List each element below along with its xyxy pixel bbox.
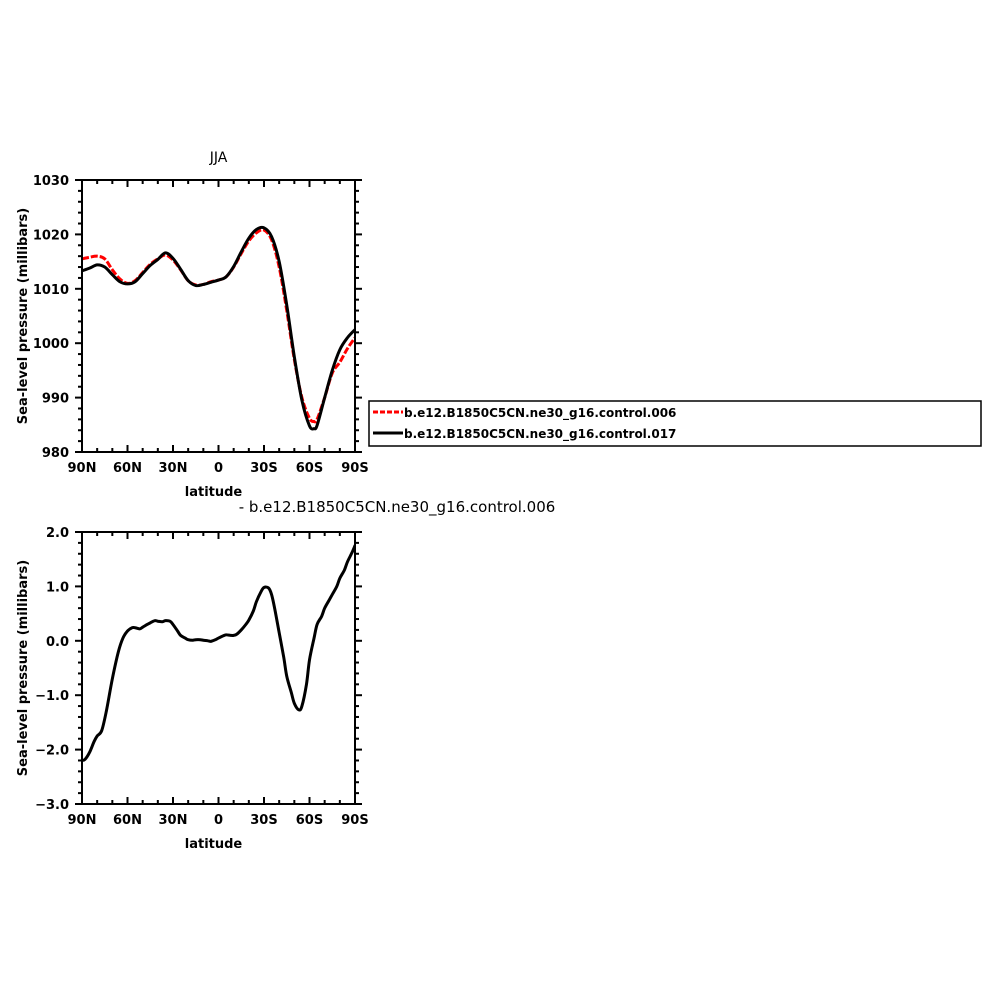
y-tick-label: 1010 [33,283,69,298]
x-tick-label: 0 [214,813,223,828]
x-tick-label: 30N [159,461,188,476]
x-axis-title: latitude [185,485,243,500]
x-tick-label: 90S [341,813,368,828]
series-line-1 [82,544,355,762]
y-tick-label: 980 [42,446,69,461]
y-tick-label: 990 [42,392,69,407]
y-tick-label: −3.0 [35,798,69,813]
x-tick-label: 60S [296,461,323,476]
legend-label-1: b.e12.B1850C5CN.ne30_g16.control.006 [404,406,676,421]
x-tick-label: 90N [68,813,97,828]
series-group [82,225,355,431]
legend: b.e12.B1850C5CN.ne30_g16.control.006 b.e1… [368,400,982,447]
chart-panel-1: 90N 60N 30N 0 30S 60S 90S 980 990 1000 1010 1020 103… [16,150,369,500]
x-tick-label: 60N [113,461,142,476]
y-axis-title: Sea-level pressure (millibars) [16,560,31,776]
x-tick-label: 0 [214,461,223,476]
y-tick-label: −2.0 [35,744,69,759]
y-axis-title: Sea-level pressure (millibars) [16,208,31,424]
legend-label-2: b.e12.B1850C5CN.ne30_g16.control.017 [404,427,676,442]
y-tick-label: 1.0 [46,580,69,595]
panel-title: JJA [209,150,228,166]
x-tick-label: 60S [296,813,323,828]
x-tick-label: 30S [250,461,277,476]
legend-box [368,400,982,447]
x-tick-label: 60N [113,813,142,828]
y-tick-label: 1030 [33,174,69,189]
y-tick-label: 1020 [33,228,69,243]
y-tick-label: 1000 [33,337,69,352]
plot-frame [81,531,356,805]
series-line-1 [82,228,355,424]
difference-title: - b.e12.B1850C5CN.ne30_g16.control.006 [239,498,556,517]
x-tick-label: 90S [341,461,368,476]
chart-panel-2: 90N 60N 30N 0 30S 60S 90S −3.0 −2.0 −1.0 0.0 1.0 2.0… [16,498,555,852]
series-group [82,544,355,762]
plot-frame [81,179,356,453]
x-tick-label: 90N [68,461,97,476]
y-tick-label: −1.0 [35,689,69,704]
y-tick-label: 2.0 [46,526,69,541]
x-tick-label: 30S [250,813,277,828]
series-line-2 [82,225,355,431]
x-axis-title: latitude [185,837,243,852]
y-tick-label: 0.0 [46,635,69,650]
x-tick-label: 30N [159,813,188,828]
